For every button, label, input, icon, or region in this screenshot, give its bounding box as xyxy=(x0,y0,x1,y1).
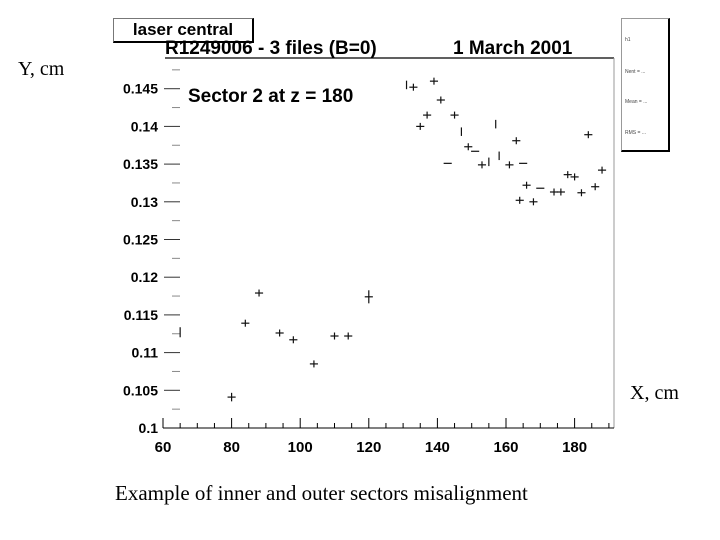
data-point xyxy=(570,173,579,181)
data-point xyxy=(409,83,418,91)
data-point xyxy=(254,289,264,297)
svg-text:0.145: 0.145 xyxy=(123,81,158,97)
run-label: R1249006 - 3 files (B=0) xyxy=(165,38,377,59)
data-point xyxy=(522,181,531,189)
data-point xyxy=(227,392,236,402)
data-point xyxy=(289,336,298,344)
legend-title-box: laser central xyxy=(113,18,254,43)
svg-text:0.115: 0.115 xyxy=(124,307,158,323)
data-point xyxy=(275,329,284,337)
date-label: 1 March 2001 xyxy=(453,38,573,59)
svg-text:0.13: 0.13 xyxy=(131,194,158,210)
stats-mean: Mean = ... xyxy=(625,99,648,105)
svg-text:0.11: 0.11 xyxy=(132,345,159,361)
svg-text:160: 160 xyxy=(493,439,518,456)
stats-entries: Nent = ... xyxy=(625,69,646,75)
svg-text:0.14: 0.14 xyxy=(131,118,158,134)
data-point xyxy=(330,332,339,340)
svg-text:100: 100 xyxy=(288,439,313,456)
data-point xyxy=(477,161,487,169)
data-point xyxy=(577,189,586,197)
data-point xyxy=(529,198,538,206)
data-point xyxy=(591,183,600,191)
svg-text:140: 140 xyxy=(425,439,450,456)
data-point xyxy=(429,77,439,85)
data-point xyxy=(241,319,250,327)
data-point xyxy=(597,166,607,174)
data-point xyxy=(423,111,432,119)
figure-caption: Example of inner and outer sectors misal… xyxy=(115,481,528,505)
plot-frame xyxy=(165,57,615,428)
data-point xyxy=(436,96,445,104)
data-point xyxy=(464,143,473,151)
svg-text:0.125: 0.125 xyxy=(123,232,158,248)
data-point xyxy=(505,161,514,169)
svg-text:0.12: 0.12 xyxy=(131,269,158,285)
x-axis: 60 80 100 120 140 160 180 xyxy=(155,418,614,456)
data-point xyxy=(549,188,559,196)
y-axis: 0.1 0.105 0.11 0.115 0.12 0.125 0.13 0.135 0.14 0… xyxy=(123,69,180,436)
stats-name: h1 xyxy=(625,37,631,43)
svg-text:80: 80 xyxy=(223,439,240,456)
svg-text:60: 60 xyxy=(155,439,172,456)
data-point xyxy=(309,360,318,368)
x-axis-label: X, cm xyxy=(630,382,679,404)
stats-box: h1 Nent = ... Mean = ... RMS = ... xyxy=(621,18,670,152)
y-axis-label: Y, cm xyxy=(18,58,65,80)
data-point xyxy=(512,137,521,145)
data-point xyxy=(416,122,425,130)
data-point xyxy=(450,111,459,119)
stats-rms: RMS = ... xyxy=(625,130,646,136)
svg-text:120: 120 xyxy=(356,439,381,456)
svg-text:180: 180 xyxy=(562,439,587,456)
plot-header: R1249006 - 3 files (B=0) 1 March 2001 xyxy=(165,38,572,60)
data-point xyxy=(556,188,565,196)
data-point xyxy=(344,332,353,340)
data-point xyxy=(515,196,524,204)
data-point xyxy=(364,290,373,304)
svg-text:0.135: 0.135 xyxy=(123,156,158,172)
svg-text:0.1: 0.1 xyxy=(139,420,159,436)
data-point xyxy=(584,131,593,139)
data-point xyxy=(563,171,572,179)
svg-text:0.105: 0.105 xyxy=(123,382,158,398)
sector-annotation: Sector 2 at z = 180 xyxy=(188,86,354,107)
data-points xyxy=(179,77,607,402)
